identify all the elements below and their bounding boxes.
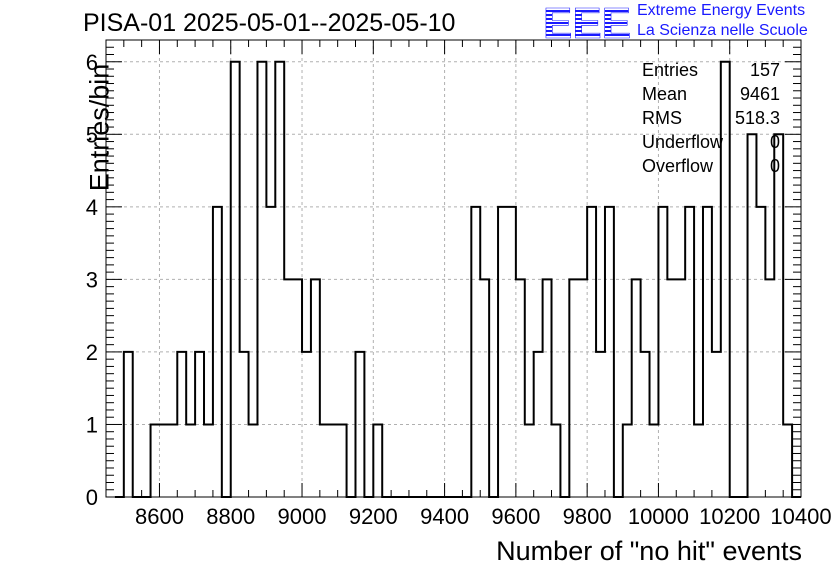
y-tick-label: 5 [86, 122, 98, 147]
y-axis-label: Entries/bin [84, 63, 115, 192]
x-tick-label: 8600 [135, 504, 184, 529]
y-tick-label: 2 [86, 340, 98, 365]
x-axis-label: Number of "no hit" events [496, 536, 802, 566]
histogram-bin [765, 279, 774, 497]
histogram-bin [632, 279, 641, 497]
histogram-bin [480, 279, 489, 497]
histogram-bin [667, 279, 676, 497]
y-tick-label: 6 [86, 50, 98, 75]
stats-label-underflow: Underflow [642, 132, 724, 152]
logo-line-2: La Scienza nelle Scuole [637, 22, 808, 39]
svg-text:EEE: EEE [543, 2, 631, 42]
stats-label-overflow: Overflow [642, 156, 714, 176]
histogram-bin [249, 424, 258, 497]
x-tick-label: 10400 [770, 504, 831, 529]
histogram-bin [694, 424, 703, 497]
stats-label-rms: RMS [642, 108, 682, 128]
histogram-bin [569, 279, 578, 497]
y-tick-label: 3 [86, 267, 98, 292]
histogram-bin [186, 424, 195, 497]
stats-row-rms: RMS 518.3 [642, 106, 780, 130]
histogram-bin [284, 279, 293, 497]
y-tick-label: 0 [86, 485, 98, 510]
stats-value-mean: 9461 [739, 84, 780, 104]
y-tick-label: 4 [86, 195, 98, 220]
stats-row-mean: Mean 9461 [642, 82, 780, 106]
histogram-bin [204, 424, 213, 497]
stats-label-mean: Mean [642, 84, 688, 104]
histogram-bin [774, 134, 783, 497]
histogram-bin [311, 279, 320, 497]
histogram-bin [525, 424, 534, 497]
histogram-bin [293, 279, 302, 497]
stats-value-overflow: 0 [769, 156, 780, 176]
eee-logo: EEE [543, 0, 633, 48]
y-tick-label: 1 [86, 412, 98, 437]
stats-row-overflow: Overflow 0 [642, 154, 780, 178]
stats-row-underflow: Underflow 0 [642, 130, 780, 154]
histogram-bin [516, 279, 525, 497]
stats-value-entries: 157 [749, 60, 780, 80]
histogram-outline [114, 60, 801, 498]
histogram-bin [543, 279, 552, 497]
x-tick-label: 10000 [628, 504, 689, 529]
x-tick-label: 9400 [420, 504, 469, 529]
x-tick-label: 9200 [349, 504, 398, 529]
x-tick-label: 9600 [491, 504, 540, 529]
chart-title: PISA-01 2025-05-01--2025-05-10 [83, 9, 456, 37]
stats-value-underflow: 0 [769, 132, 780, 152]
logo-text: Extreme Energy Events La Scienza nelle S… [637, 1, 808, 41]
histogram-bin [578, 279, 587, 497]
x-tick-label: 10200 [699, 504, 760, 529]
histogram-bin [676, 279, 685, 497]
histogram-bin [159, 424, 168, 497]
histogram-bin [168, 424, 177, 497]
histogram-bin [748, 134, 757, 497]
histogram-bin [373, 424, 382, 497]
stats-value-rms: 518.3 [734, 108, 780, 128]
histogram-bin [329, 424, 338, 497]
x-tick-label: 8800 [206, 504, 255, 529]
histogram-bin [783, 424, 792, 497]
stats-label-entries: Entries [642, 60, 699, 80]
histogram-bin [650, 424, 659, 497]
histogram-bin [151, 424, 160, 497]
eee-logo-graphic: EEE [543, 0, 632, 48]
logo-line-1: Extreme Energy Events [637, 2, 806, 19]
x-tick-label: 9800 [563, 504, 612, 529]
x-tick-label: 9000 [278, 504, 327, 529]
histogram-bin [338, 424, 347, 497]
histogram-bin [552, 424, 561, 497]
stats-box: Entries 157 Mean 9461 RMS 518.3 Underflo… [642, 58, 780, 178]
stats-row-entries: Entries 157 [642, 58, 780, 82]
histogram-bin [623, 424, 632, 497]
histogram-bin [320, 424, 329, 497]
